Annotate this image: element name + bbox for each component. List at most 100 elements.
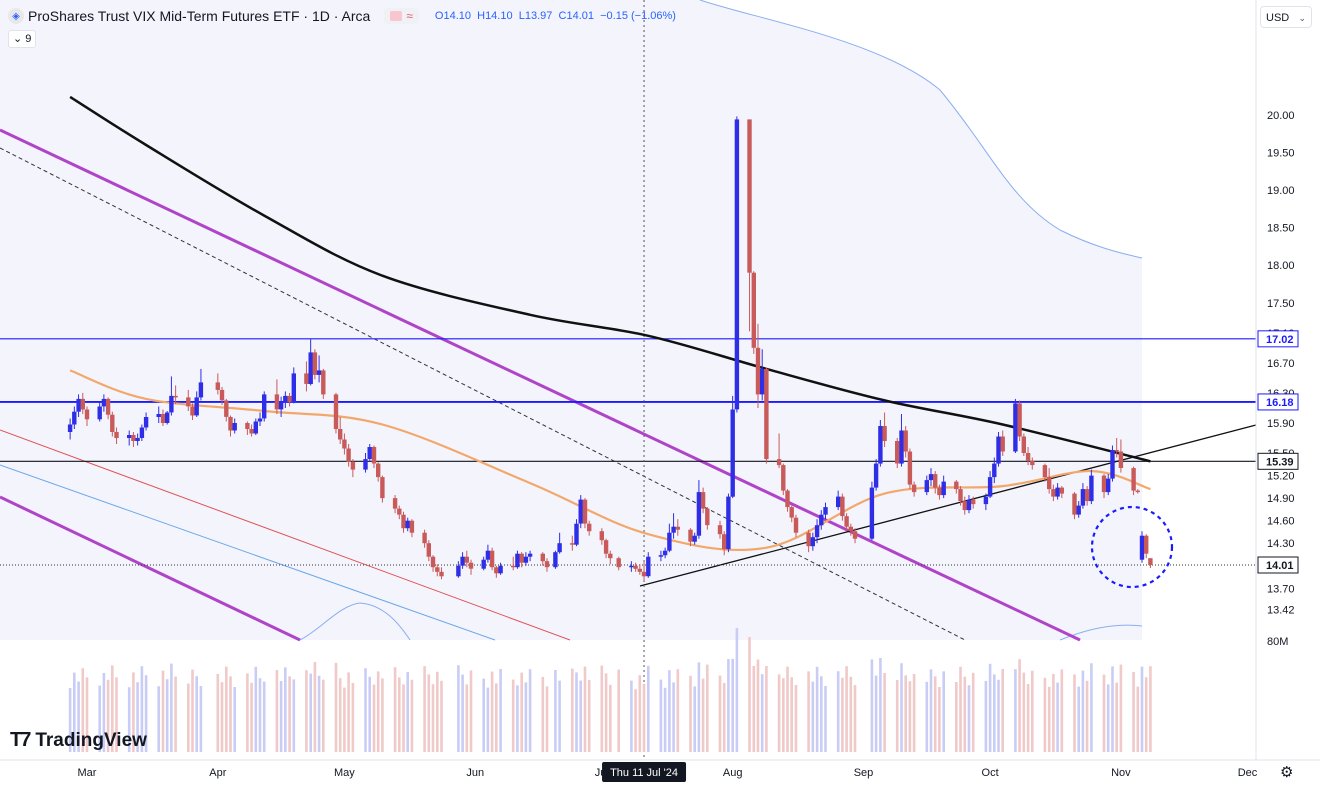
currency-select[interactable]: USD ⌄ [1260, 6, 1312, 28]
candle-body [544, 561, 550, 568]
volume-bar [988, 663, 992, 752]
candle-body [776, 459, 782, 466]
volume-bar [701, 678, 705, 752]
symbol-header: ◈ ProShares Trust VIX Mid-Term Futures E… [0, 4, 676, 28]
chevron-down-icon: ⌄ [1298, 13, 1306, 23]
candle-body [557, 543, 562, 553]
volume-bar [676, 669, 680, 752]
volume-bar [874, 675, 878, 752]
blue-channel-line [0, 464, 496, 641]
annotation-circle [1090, 505, 1174, 589]
candle-body [198, 382, 204, 398]
volume-bar [1031, 670, 1034, 752]
volume-bar [1077, 686, 1080, 752]
candle-body [190, 406, 195, 416]
volume-bar [347, 672, 350, 752]
price-axis-tick-label: 18.50 [1267, 223, 1295, 235]
candle-body [540, 553, 545, 562]
candle-body [629, 565, 634, 568]
candle-body [641, 571, 647, 577]
candle-body [76, 398, 81, 412]
candle-body [308, 352, 313, 384]
volume-bar [393, 667, 397, 752]
tradingview-logo[interactable]: T7 TradingView [10, 729, 147, 752]
price-axis-tick-label: 15.20 [1267, 471, 1295, 483]
volume-bar [161, 670, 165, 752]
time-axis-tick-label: May [334, 767, 355, 779]
volume-bar [1136, 686, 1140, 752]
candle-body [1017, 403, 1022, 437]
volume-bar [579, 680, 582, 752]
volume-bar [634, 689, 637, 752]
candle-body [257, 418, 263, 422]
time-axis-tick-label: Jun [466, 767, 484, 779]
candle-body [278, 401, 284, 410]
price-axis-tick-label: 19.50 [1267, 147, 1295, 159]
candle-body [215, 382, 220, 390]
volume-bar [849, 676, 853, 752]
price-tag-box [1257, 393, 1299, 411]
volume-bar [187, 683, 190, 752]
volume-bar [191, 669, 194, 752]
candle-body [869, 487, 875, 539]
candle-body [321, 370, 326, 395]
indicators-toggle[interactable]: ⌄ 9 [8, 30, 37, 48]
candle-body [456, 565, 461, 577]
volume-bar [558, 680, 561, 752]
candle-body [460, 556, 465, 566]
candle-body [760, 368, 765, 395]
candle-body [958, 489, 963, 502]
volume-bar [752, 666, 756, 752]
candle-body [582, 499, 588, 524]
candle-body [941, 481, 946, 496]
volume-bar [617, 669, 620, 752]
flag-icon [390, 11, 403, 21]
chevron-down-icon: ⌄ [13, 33, 23, 45]
price-tag-label: 16.18 [1266, 397, 1294, 409]
lower-band-line [1059, 624, 1143, 641]
candle-body [380, 477, 385, 499]
candle-body [342, 439, 347, 449]
candle-body [194, 397, 199, 416]
crosshair-date-box [602, 762, 687, 782]
gear-icon[interactable]: ⚙ [1280, 764, 1294, 781]
volume-bar [85, 677, 89, 752]
candle-body [1055, 487, 1060, 497]
volume-bar [933, 676, 937, 752]
candle-body [186, 397, 191, 407]
candle-body [662, 550, 668, 556]
price-axis-tick-label: 14.90 [1267, 493, 1295, 505]
volume-bar [343, 687, 346, 752]
flags-pill[interactable]: ≈ [384, 8, 419, 24]
volume-bar [127, 687, 131, 752]
candle-body [553, 552, 558, 568]
candle-body [717, 525, 723, 535]
candle-body [726, 496, 731, 550]
symbol-title[interactable]: ProShares Trust VIX Mid-Term Futures ETF… [28, 8, 371, 24]
volume-bar [305, 670, 308, 752]
volume-bar [216, 674, 220, 752]
volume-bar [469, 670, 473, 752]
volume-bar [760, 674, 764, 752]
ohlc-readout: O14.10 H14.10 L13.97 C14.01 −0.15 (−1.06… [435, 10, 676, 22]
volume-bar [115, 677, 118, 752]
volume-bar [630, 680, 633, 752]
candle-body [924, 480, 929, 493]
volume-bar [524, 682, 528, 752]
candle-body [430, 556, 436, 568]
lower-band-line [299, 602, 411, 641]
volume-bar [895, 680, 899, 752]
candle-body [688, 529, 693, 542]
volume-bar [1132, 672, 1135, 752]
candle-body [127, 435, 132, 438]
volume-bar [309, 673, 312, 752]
price-axis-tick-label: 18.00 [1267, 260, 1295, 272]
volume-bar [334, 662, 338, 752]
volume-bar [170, 663, 173, 752]
volume-bar [942, 671, 945, 752]
candle-body [819, 514, 824, 526]
candle-body [287, 395, 292, 402]
volume-bar [845, 666, 848, 752]
